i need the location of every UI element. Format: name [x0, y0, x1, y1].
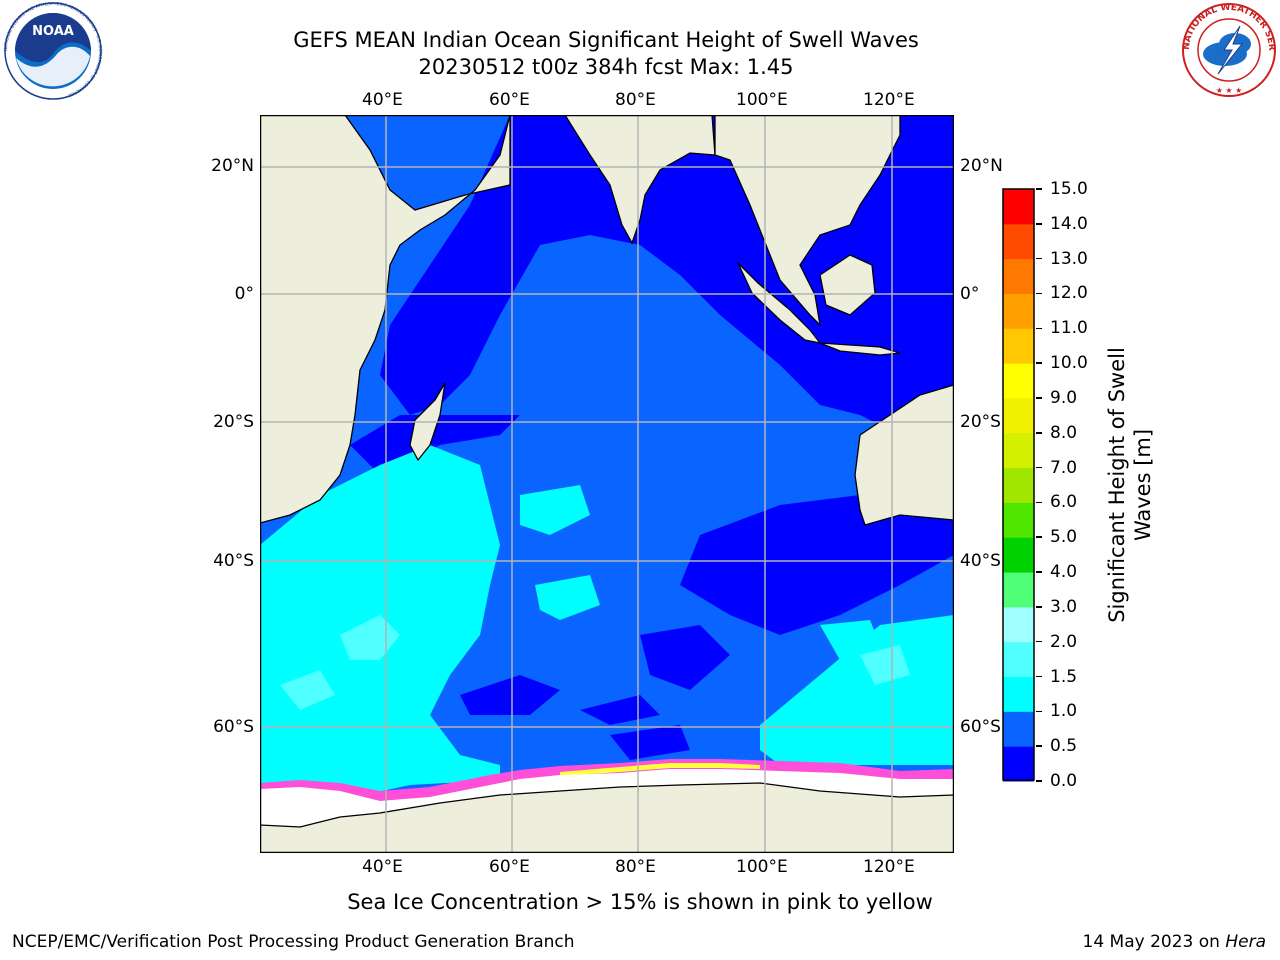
lat-label-right-0: 0°	[960, 284, 980, 304]
colorbar-tick-label: 0.5	[1050, 736, 1078, 757]
colorbar-swatch	[1003, 606, 1034, 643]
colorbar-swatch	[1003, 293, 1034, 329]
colorbar-tick-label: 11.0	[1050, 318, 1088, 339]
colorbar-swatch	[1003, 572, 1034, 608]
colorbar-swatch	[1003, 432, 1034, 469]
colorbar-tick-mark	[1036, 710, 1042, 713]
graticule	[260, 115, 954, 853]
lat-label-right-60s: 60°S	[960, 717, 1001, 737]
colorbar-tick-label: 8.0	[1050, 422, 1078, 443]
colorbar-tick-label: 5.0	[1050, 527, 1078, 548]
colorbar-tick-label: 15.0	[1050, 179, 1088, 199]
colorbar-tick-mark	[1036, 362, 1042, 364]
lon-label-bottom-80e: 80°E	[615, 857, 656, 877]
lon-label-top-120e: 120°E	[863, 90, 915, 110]
sea-ice-caption: Sea Ice Concentration > 15% is shown in …	[347, 890, 933, 914]
swell-mid-patches	[280, 615, 910, 710]
colorbar-tick-label: 0.0	[1050, 771, 1078, 791]
lat-label-left-0: 0°	[234, 284, 254, 304]
colorbar-tick-label: 10.0	[1050, 353, 1088, 374]
colorbar-tick-mark	[1036, 780, 1042, 782]
colorbar-tick-mark	[1036, 640, 1042, 643]
lat-label-left-60s: 60°S	[213, 717, 254, 737]
colorbar-tick-label: 9.0	[1050, 387, 1078, 408]
colorbar-tick-label: 6.0	[1050, 492, 1078, 513]
colorbar-swatch	[1003, 676, 1034, 712]
colorbar	[1002, 188, 1035, 782]
lon-label-bottom-40e: 40°E	[362, 857, 403, 877]
nws-logo: NATIONAL WEATHER SERVICE ★ ★ ★	[1180, 2, 1276, 97]
lat-label-right-20n: 20°N	[960, 156, 1003, 176]
colorbar-tick-label: 3.0	[1050, 596, 1078, 617]
colorbar-label-line2: Waves [m]	[1131, 428, 1155, 542]
colorbar-swatch	[1003, 397, 1034, 434]
map-frame	[260, 115, 954, 853]
colorbar-tick-mark	[1036, 745, 1042, 747]
colorbar-tick-label: 7.0	[1050, 457, 1078, 478]
colorbar-swatch	[1003, 502, 1034, 538]
lon-label-bottom-100e: 100°E	[736, 857, 788, 877]
lat-label-right-40s: 40°S	[960, 551, 1001, 571]
footer-branch: NCEP/EMC/Verification Post Processing Pr…	[12, 932, 575, 952]
lat-label-left-20s: 20°S	[213, 412, 254, 432]
lon-label-bottom-60e: 60°E	[489, 857, 530, 877]
noaa-logo-text: NOAA	[32, 24, 74, 39]
colorbar-tick-label: 2.0	[1050, 631, 1078, 652]
footer-date: 14 May 2023 on Hera	[1083, 932, 1267, 952]
colorbar-tick-mark	[1036, 257, 1042, 260]
colorbar-swatch	[1003, 258, 1034, 294]
colorbar-tick-mark	[1036, 606, 1042, 608]
colorbar-tick-mark	[1036, 188, 1042, 190]
lat-label-right-20s: 20°S	[960, 412, 1001, 432]
colorbar-swatch	[1003, 711, 1034, 747]
colorbar-swatch	[1003, 746, 1034, 782]
colorbar-tick-mark	[1036, 292, 1042, 295]
colorbar-tick-mark	[1036, 223, 1042, 225]
colorbar-tick-mark	[1036, 571, 1042, 573]
colorbar-swatch	[1003, 223, 1034, 260]
colorbar-tick-mark	[1036, 466, 1042, 469]
noaa-logo: NOAA NATIONAL OCEANIC AND ATMOSPHERIC AD…	[3, 2, 103, 100]
lon-label-top-40e: 40°E	[362, 90, 403, 110]
colorbar-swatch	[1003, 467, 1034, 503]
colorbar-tick-label: 14.0	[1050, 213, 1088, 234]
colorbar-swatch	[1003, 189, 1034, 225]
colorbar-label-line1: Significant Height of Swell	[1105, 347, 1129, 623]
colorbar-tick-mark	[1036, 432, 1042, 434]
colorbar-tick-label: 1.0	[1050, 701, 1078, 722]
colorbar-tick-mark	[1036, 397, 1042, 399]
colorbar-swatch	[1003, 363, 1034, 399]
sea-ice-edge-yellow	[560, 763, 760, 776]
colorbar-swatch	[1003, 328, 1034, 364]
footer-date-text: 14 May 2023 on	[1082, 932, 1220, 952]
footer-system: Hera	[1225, 932, 1266, 952]
colorbar-tick-mark	[1036, 501, 1042, 504]
colorbar-tick-label: 13.0	[1050, 248, 1088, 269]
colorbar-tick-mark	[1036, 327, 1042, 330]
lon-label-top-100e: 100°E	[736, 90, 788, 110]
lat-label-left-20n: 20°N	[211, 156, 254, 176]
colorbar-tick-mark	[1036, 536, 1042, 538]
lat-label-left-40s: 40°S	[213, 551, 254, 571]
map-panel	[260, 115, 954, 853]
lon-label-top-80e: 80°E	[615, 90, 656, 110]
sea-ice-edge	[260, 759, 954, 807]
colorbar-tick-label: 4.0	[1050, 562, 1078, 583]
lon-label-bottom-120e: 120°E	[863, 857, 915, 877]
svg-text:★ ★ ★: ★ ★ ★	[1216, 86, 1243, 95]
colorbar-tick-label: 1.5	[1050, 666, 1078, 687]
chart-title: GEFS MEAN Indian Ocean Significant Heigh…	[293, 28, 919, 52]
colorbar-swatch	[1003, 537, 1034, 573]
chart-subtitle: 20230512 t00z 384h fcst Max: 1.45	[418, 55, 794, 79]
colorbar-tick-mark	[1036, 675, 1042, 678]
lon-label-top-60e: 60°E	[489, 90, 530, 110]
colorbar-swatch	[1003, 641, 1034, 678]
colorbar-ticks: 0.0 0.5 1.0 1.5 2.0 3.0 4.0 5.0 6.0 7.0 8.0 9.0 10.0…	[1036, 179, 1106, 791]
colorbar-tick-label: 12.0	[1050, 283, 1088, 304]
